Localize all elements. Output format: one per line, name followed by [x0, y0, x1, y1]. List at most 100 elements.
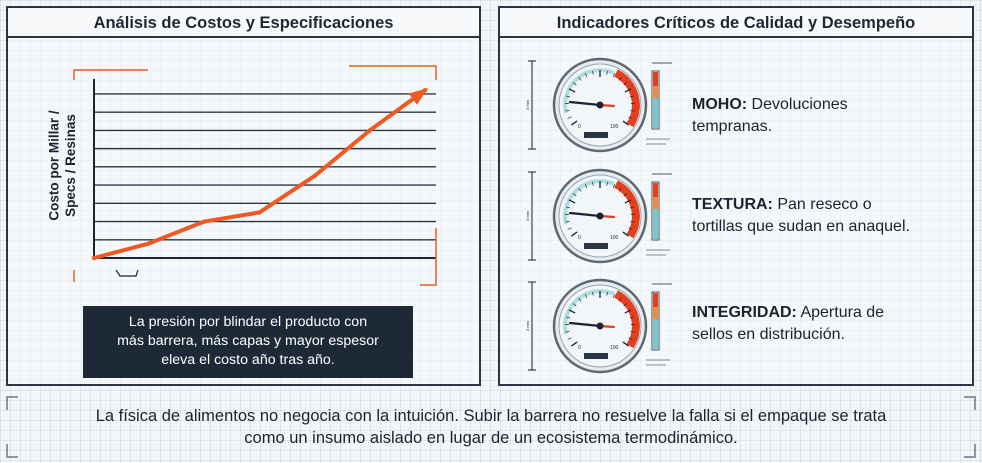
gauge-hub	[596, 212, 604, 220]
gauge-side-label: 3 mm	[525, 210, 530, 221]
gauge-tick	[584, 294, 588, 299]
gauge-level-red	[653, 293, 658, 307]
footer-line-2: como un insumo aislado en lugar de un ec…	[244, 429, 738, 447]
gauge-tick	[592, 70, 594, 75]
cost-panel-title: Análisis de Costos y Especificaciones	[8, 8, 479, 38]
gauge-tick	[628, 116, 633, 119]
gauge-tick	[567, 227, 572, 230]
y-axis-label-line-1: Costo por Millar /	[47, 110, 62, 221]
indicator-mold-text-2: tempranas.	[692, 118, 773, 135]
gauge-min-label: 0	[578, 235, 581, 241]
indicator-texture-label: TEXTURA:	[692, 196, 773, 213]
footer-corner-bracket	[6, 396, 18, 410]
caption-line-3: eleva el costo año tras año.	[161, 352, 335, 368]
gauge-danger-arc	[614, 290, 640, 349]
indicator-mold-label: MOHO:	[692, 96, 748, 113]
gauge-level-teal	[653, 98, 658, 128]
gauge-needle	[568, 100, 602, 107]
gauge-tick	[568, 199, 576, 204]
gauge-tick	[570, 120, 578, 126]
gauge-tick	[570, 231, 578, 237]
caption-line-2: más barrera, más capas y mayor espesor	[117, 333, 379, 349]
gauge-tick	[628, 337, 633, 340]
gauge-tick	[566, 316, 571, 319]
gauge-tick	[623, 303, 628, 307]
cost-data-point	[91, 255, 97, 261]
gauge-tick	[606, 291, 608, 296]
gauge-tick	[623, 193, 628, 197]
gauge-tick	[584, 184, 588, 189]
gauge-level-teal	[653, 319, 658, 349]
gauge-tick	[570, 341, 578, 347]
gauge-readout-window	[584, 353, 608, 359]
gauge-max-label: 100	[610, 124, 619, 130]
gauge-max-label: 100	[610, 235, 619, 241]
cost-data-point	[146, 241, 152, 246]
top-left-bracket	[73, 69, 148, 80]
quality-indicators-panel: Indicadores Críticos de Calidad y Desemp…	[498, 6, 974, 386]
gauge-hub	[596, 101, 604, 109]
gauge-side-label: 3 mm	[525, 99, 530, 110]
gauge-level-red	[653, 183, 658, 197]
gauge-level-orange	[653, 307, 658, 319]
chart-y-axis-label: Costo por Millar /Specs / Resinas	[47, 110, 78, 221]
gauge-tick	[567, 337, 572, 340]
gauge-tick	[568, 309, 576, 314]
indicator-integrity-text-2: sellos en distribución.	[692, 326, 845, 343]
gauge-level-orange	[653, 197, 658, 209]
gauge-tick	[622, 341, 630, 347]
gauge-side-label: 3 mm	[525, 320, 530, 331]
gauge-tick	[622, 120, 630, 126]
gauge-tick	[612, 73, 616, 78]
cost-trend-line	[92, 88, 427, 260]
gauge-tick	[629, 206, 634, 209]
gauge-tick	[565, 331, 570, 333]
gauge-readout-window	[584, 243, 608, 249]
gauge-tick	[630, 110, 635, 112]
gauge-danger-arc	[614, 180, 640, 239]
footer-corner-bracket	[6, 444, 18, 458]
indicator-mold-text-1: Devoluciones	[747, 96, 848, 113]
indicator-texture: TEXTURA: Pan reseco o tortillas que suda…	[692, 194, 964, 238]
footer-statement: La física de alimentos no negocia con la…	[6, 396, 976, 458]
gauge-tick	[630, 221, 635, 223]
gauge-tick	[578, 77, 582, 81]
gauge-tick	[565, 110, 570, 112]
gauge-tick	[592, 291, 594, 296]
caption-line-1: La presión por blindar el producto con	[128, 314, 368, 330]
bottom-right-bracket	[420, 228, 437, 286]
gauge-tick	[618, 77, 622, 81]
gauge-tick	[618, 298, 622, 302]
gauge-tick	[624, 88, 632, 93]
gauge-danger-arc	[614, 69, 640, 128]
gauge-tick	[566, 95, 571, 98]
gauge-hub	[596, 322, 604, 330]
indicator-integrity-label: INTEGRIDAD:	[692, 304, 797, 321]
gauge-tick	[618, 188, 622, 192]
gauge-tick	[578, 188, 582, 192]
cost-data-point	[367, 128, 373, 133]
gauge-needle	[568, 211, 602, 218]
gauge-level-orange	[653, 86, 658, 98]
gauge-tick	[629, 95, 634, 98]
gauge-tick	[624, 199, 632, 204]
gauge-level-teal	[653, 209, 658, 239]
indicator-texture-text-1: Pan reseco o	[772, 196, 872, 213]
gauge-tick	[568, 88, 576, 93]
gauge-tick	[629, 316, 634, 319]
gauge-tick	[572, 82, 577, 86]
gauge-tick	[578, 298, 582, 302]
gauge-tick	[606, 70, 608, 75]
gauge-tick	[612, 184, 616, 189]
gauge-tick	[565, 221, 570, 223]
gauge-max-label: 100	[610, 345, 619, 351]
gauge-tick	[572, 193, 577, 197]
top-right-bracket	[349, 65, 437, 80]
indicator-mold: MOHO: Devoluciones tempranas.	[692, 94, 964, 138]
y-axis-label-line-2: Specs / Resinas	[63, 114, 78, 217]
indicator-integrity-text-1: Apertura de	[796, 304, 885, 321]
texture-gauge-icon: 3 mm 0 100	[525, 168, 672, 264]
gauge-tick	[622, 231, 630, 237]
gauge-tick	[624, 309, 632, 314]
cost-data-point	[257, 210, 262, 215]
